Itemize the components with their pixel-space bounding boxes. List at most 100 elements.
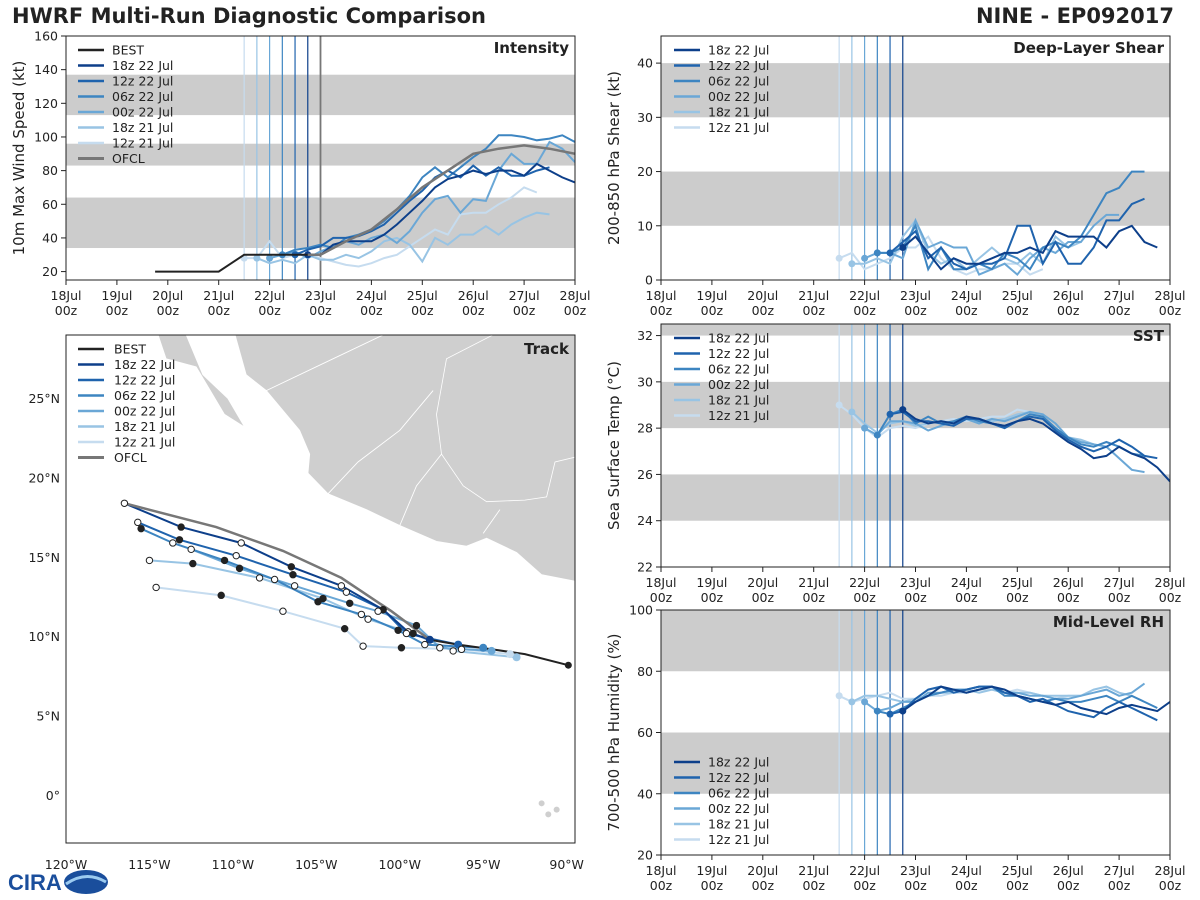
rh-band [661,610,1170,672]
sst-xtick-date: 22Jul [849,575,880,590]
sst-xtick-date: 27Jul [1104,575,1135,590]
galapagos-island [538,800,545,807]
intensity-ofcl-line [307,144,575,257]
rh-init-marker [835,692,843,700]
shear-xtick-hour: 00z [853,303,876,318]
rh-legend-label: 12z 22 Jul [708,770,769,785]
rh-xtick-hour: 00z [1108,878,1131,893]
rh-legend-label: 12z 21 Jul [708,832,769,847]
sst-ytick-label: 28 [637,421,653,436]
track-xtick-label: 95°W [466,857,501,872]
sst-ytick-label: 26 [637,467,653,482]
track-start-marker [512,653,521,662]
track-series-line [137,521,459,646]
shear-series-line [838,235,1044,276]
track-start-marker [479,643,488,652]
track-series-line [124,502,431,641]
rh-ytick-label: 40 [637,786,653,801]
sst-legend-label: 06z 22 Jul [708,362,769,377]
shear-legend-label: 00z 22 Jul [708,89,769,104]
state-border [399,453,442,526]
sst-init-marker [886,410,894,418]
rh-xtick-date: 22Jul [849,863,880,878]
rh-xtick-hour: 00z [1057,878,1080,893]
shear-ylabel: 200-850 hPa Shear (kt) [605,71,623,245]
sst-init-marker [873,431,881,439]
track-xtick-label: 105°W [295,857,337,872]
shear-series-line [877,170,1145,272]
sst-xtick-hour: 00z [802,590,825,605]
sst-ylabel: Sea Surface Temp (°C) [605,361,623,530]
track-position-marker [255,574,264,582]
track-position-marker [289,571,297,579]
galapagos-island [545,811,552,818]
track-start-marker [487,646,496,655]
rh-xtick-hour: 00z [904,878,927,893]
track-ytick-label: 0° [46,788,60,803]
intensity-xtick-hour: 00z [360,303,383,318]
sst-xtick-hour: 00z [1108,590,1131,605]
track-position-marker [357,610,366,619]
shear-init-marker [899,243,907,251]
rh-series-line [851,685,1133,703]
track-legend-label: 12z 22 Jul [114,373,175,388]
intensity-ytick-label: 160 [34,29,58,44]
track-position-marker [290,582,299,590]
shear-init-marker [886,249,894,257]
shear-panel: 01020304018Jul00z19Jul00z20Jul00z21Jul00… [605,35,1186,318]
intensity-legend-label: 12z 21 Jul [112,136,173,151]
track-best-marker [564,661,572,669]
intensity-series-line [294,164,550,256]
rh-xtick-date: 20Jul [747,863,778,878]
shear-xtick-hour: 00z [1108,303,1131,318]
shear-legend-label: 12z 22 Jul [708,58,769,73]
rh-xtick-date: 21Jul [798,863,829,878]
sst-xtick-date: 18Jul [646,575,677,590]
intensity-xtick-date: 23Jul [305,288,336,303]
state-border [482,509,501,534]
intensity-ytick-label: 40 [42,230,58,245]
shear-xtick-hour: 00z [955,303,978,318]
rh-init-marker [886,710,894,718]
rh-init-marker [861,698,869,706]
track-ytick-label: 5°N [36,709,60,724]
track-start-marker [505,650,514,659]
shear-xtick-date: 25Jul [1002,288,1033,303]
rh-xtick-date: 23Jul [900,863,931,878]
rh-xtick-date: 18Jul [646,863,677,878]
intensity-xtick-hour: 00z [55,303,78,318]
sst-xtick-date: 23Jul [900,575,931,590]
intensity-xtick-hour: 00z [309,303,332,318]
shear-init-marker [848,260,856,268]
intensity-legend-label: BEST [112,43,144,58]
sst-ytick-label: 22 [637,560,653,575]
intensity-ytick-label: 140 [34,62,58,77]
intensity-series-line [307,162,575,256]
track-xtick-label: 120°W [45,857,87,872]
sst-plot-area [661,324,1170,567]
intensity-xtick-hour: 00z [106,303,129,318]
rh-series-line [902,685,1170,716]
rh-legend-label: 00z 22 Jul [708,801,769,816]
sst-ytick-label: 24 [637,513,653,528]
intensity-xtick-date: 24Jul [356,288,387,303]
intensity-xtick-hour: 00z [564,303,587,318]
intensity-xtick-hour: 00z [462,303,485,318]
track-position-marker [279,607,287,615]
intensity-xtick-date: 19Jul [101,288,132,303]
rh-xtick-hour: 00z [1006,878,1029,893]
track-position-marker [235,564,244,573]
sst-init-marker [848,408,856,416]
intensity-xtick-date: 27Jul [509,288,540,303]
sst-legend-label: 18z 21 Jul [708,393,769,408]
track-xtick-label: 110°W [212,857,254,872]
shear-ytick-label: 0 [645,273,653,288]
sst-xtick-date: 21Jul [798,575,829,590]
track-position-marker [189,559,197,568]
cira-logo: CIRA [8,870,108,895]
sst-xtick-hour: 00z [701,590,724,605]
intensity-xtick-hour: 00z [207,303,230,318]
intensity-xtick-date: 28Jul [560,288,591,303]
track-xtick-label: 100°W [379,857,421,872]
